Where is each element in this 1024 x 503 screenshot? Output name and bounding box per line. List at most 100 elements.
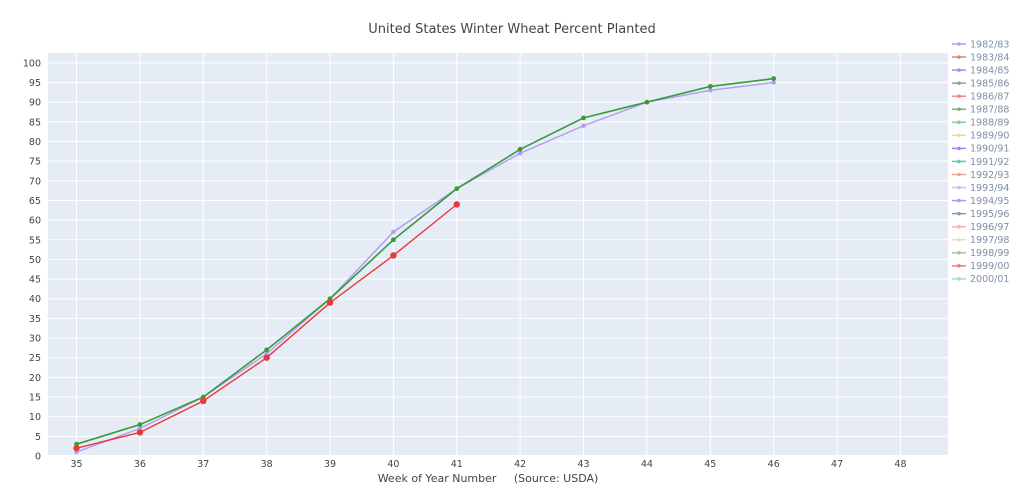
y-tick-label: 100: [23, 58, 41, 69]
legend-label: 1996/97: [970, 222, 1009, 233]
y-tick-label: 55: [29, 235, 41, 246]
y-tick-label: 30: [29, 334, 41, 345]
data-point[interactable]: [326, 299, 334, 306]
x-tick-label: 40: [387, 459, 399, 470]
legend-swatch-marker: [957, 277, 961, 281]
legend-swatch-marker: [957, 42, 961, 46]
legend-item[interactable]: 1985/86: [952, 78, 1009, 89]
legend-item[interactable]: 1996/97: [952, 222, 1009, 233]
legend-item[interactable]: 1989/90: [952, 131, 1009, 142]
data-point[interactable]: [73, 444, 80, 452]
legend-label: 1994/95: [970, 196, 1009, 207]
legend-label: 1993/94: [970, 183, 1009, 194]
data-point[interactable]: [137, 422, 143, 427]
legend-item[interactable]: 1999/00: [952, 261, 1009, 272]
legend-swatch-marker: [957, 172, 961, 177]
legend-label: 1999/00: [970, 261, 1009, 272]
y-tick-label: 0: [35, 452, 41, 463]
data-point[interactable]: [264, 347, 270, 353]
legend-swatch-marker: [957, 120, 961, 125]
legend-label: 1982/83: [970, 39, 1009, 50]
data-point[interactable]: [771, 80, 776, 85]
x-tick-label: 47: [831, 459, 843, 470]
y-tick-label: 40: [29, 294, 41, 305]
x-tick-label: 39: [324, 459, 336, 470]
legend-label: 1989/90: [970, 131, 1009, 142]
data-point[interactable]: [391, 237, 396, 243]
y-tick-label: 60: [29, 216, 41, 227]
legend-item[interactable]: 1987/88: [952, 105, 1009, 116]
legend-label: 1997/98: [970, 235, 1009, 246]
data-point[interactable]: [391, 229, 396, 235]
legend-label: 1985/86: [970, 78, 1009, 89]
legend-swatch-marker: [957, 159, 961, 164]
data-point[interactable]: [453, 201, 461, 208]
y-tick-label: 50: [29, 255, 41, 266]
x-tick-label: 38: [261, 459, 273, 470]
data-point[interactable]: [390, 252, 397, 259]
legend-swatch-marker: [957, 107, 961, 112]
x-tick-label: 42: [514, 459, 526, 470]
legend-item[interactable]: 1986/87: [952, 92, 1009, 103]
data-point[interactable]: [263, 354, 270, 361]
x-tick-label: 36: [134, 459, 146, 470]
series-2: [73, 201, 461, 452]
x-tick-label: 44: [641, 459, 653, 470]
x-tick-label: 37: [197, 459, 209, 470]
series-line: [76, 77, 774, 445]
data-point[interactable]: [454, 186, 460, 192]
data-point[interactable]: [200, 397, 207, 405]
legend-swatch-marker: [957, 94, 961, 98]
legend-label: 1984/85: [970, 65, 1009, 76]
legend-swatch-marker: [957, 237, 961, 242]
legend-item[interactable]: 1988/89: [952, 118, 1009, 129]
x-tick-label: 46: [768, 459, 780, 470]
legend-item[interactable]: 1993/94: [952, 183, 1009, 194]
legend-swatch-marker: [957, 211, 961, 216]
legend[interactable]: 1982/83 1983/84 1984/85 1985/86 1986/87 1987/…: [952, 39, 1009, 285]
legend-label: 2000/01: [970, 274, 1009, 285]
legend-item[interactable]: 1997/98: [952, 235, 1009, 246]
legend-item[interactable]: 1991/92: [952, 157, 1009, 168]
legend-item[interactable]: 1982/83: [952, 39, 1009, 50]
legend-swatch-marker: [957, 198, 961, 203]
legend-item[interactable]: 1984/85: [952, 65, 1009, 76]
y-tick-label: 20: [29, 373, 41, 384]
data-point[interactable]: [136, 429, 144, 436]
gridlines: [48, 53, 948, 457]
y-tick-label: 5: [35, 432, 41, 443]
legend-label: 1983/84: [970, 52, 1009, 63]
x-tick-label: 35: [70, 459, 82, 470]
legend-item[interactable]: 2000/01: [952, 274, 1009, 285]
data-point[interactable]: [581, 123, 586, 128]
data-point[interactable]: [771, 76, 777, 81]
x-tick-label: 48: [894, 459, 906, 470]
data-point[interactable]: [707, 84, 713, 89]
y-tick-label: 85: [29, 117, 41, 128]
legend-item[interactable]: 1992/93: [952, 170, 1009, 181]
legend-item[interactable]: 1998/99: [952, 248, 1009, 259]
legend-swatch-marker: [957, 133, 961, 138]
x-tick-label: 41: [451, 459, 463, 470]
legend-item[interactable]: 1990/91: [952, 144, 1009, 155]
legend-label: 1990/91: [970, 144, 1009, 155]
y-axis-ticks: 0 5 10 15 20 25 30 35 40 45 50 55 60 65 70 75 80 85 90 95 10…: [23, 58, 41, 462]
y-tick-label: 10: [29, 412, 41, 423]
data-point[interactable]: [581, 115, 586, 121]
legend-swatch-marker: [957, 264, 961, 268]
data-point[interactable]: [517, 151, 523, 156]
data-point[interactable]: [644, 99, 650, 105]
legend-item[interactable]: 1995/96: [952, 209, 1009, 220]
legend-swatch-marker: [957, 55, 961, 59]
data-point[interactable]: [517, 146, 523, 152]
legend-item[interactable]: 1983/84: [952, 52, 1009, 63]
legend-swatch-marker: [957, 224, 961, 229]
legend-swatch-marker: [957, 251, 961, 255]
legend-label: 1988/89: [970, 118, 1009, 129]
x-axis-title: Week of Year Number (Source: USDA): [378, 472, 599, 485]
data-point[interactable]: [708, 88, 713, 93]
legend-label: 1991/92: [970, 157, 1009, 168]
legend-item[interactable]: 1994/95: [952, 196, 1009, 207]
